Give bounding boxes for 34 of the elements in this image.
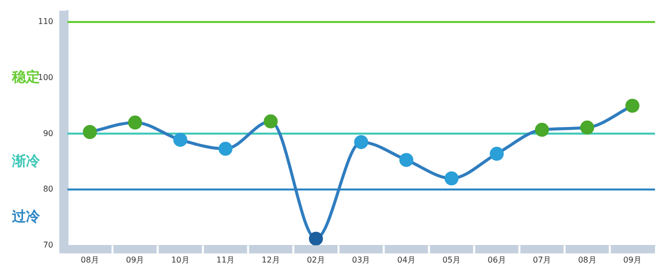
- x-tick-label: 08月: [80, 255, 99, 264]
- point: [580, 120, 594, 135]
- x-tick-label: 04月: [397, 255, 416, 264]
- point: [218, 142, 233, 156]
- point: [308, 232, 323, 246]
- x-tick-label: 06月: [488, 255, 506, 264]
- x-tick-label: 12月: [262, 255, 280, 264]
- x-tick-label: 10月: [171, 255, 190, 264]
- y-tick-label: 110: [38, 17, 54, 26]
- point: [534, 122, 549, 137]
- point: [490, 146, 504, 161]
- point: [444, 171, 459, 186]
- point: [128, 116, 142, 130]
- y-tick-label: 80: [43, 184, 54, 194]
- text: 渐冷: [11, 153, 41, 170]
- x-tick-label: 03月: [352, 255, 370, 264]
- text: 过冷: [11, 209, 41, 226]
- x-tick-label: 07月: [532, 255, 552, 264]
- point: [82, 125, 97, 140]
- x-tick-label: 11月: [216, 255, 235, 264]
- text: 稳定: [11, 68, 40, 86]
- point: [399, 152, 414, 167]
- x-tick-label: 09月: [126, 255, 144, 264]
- y-tick-label: 100: [38, 72, 54, 82]
- x-tick-label: 05月: [442, 255, 461, 264]
- point: [625, 98, 640, 113]
- x-tick-label: 02月: [306, 255, 326, 264]
- y-tick-label: 70: [43, 240, 54, 250]
- point: [354, 135, 368, 150]
- point: [173, 132, 188, 147]
- x-tick-label: 08月: [578, 255, 596, 264]
- y-tick-label: 90: [43, 128, 54, 138]
- x-tick-label: 09月: [623, 255, 642, 264]
- point: [264, 114, 278, 128]
